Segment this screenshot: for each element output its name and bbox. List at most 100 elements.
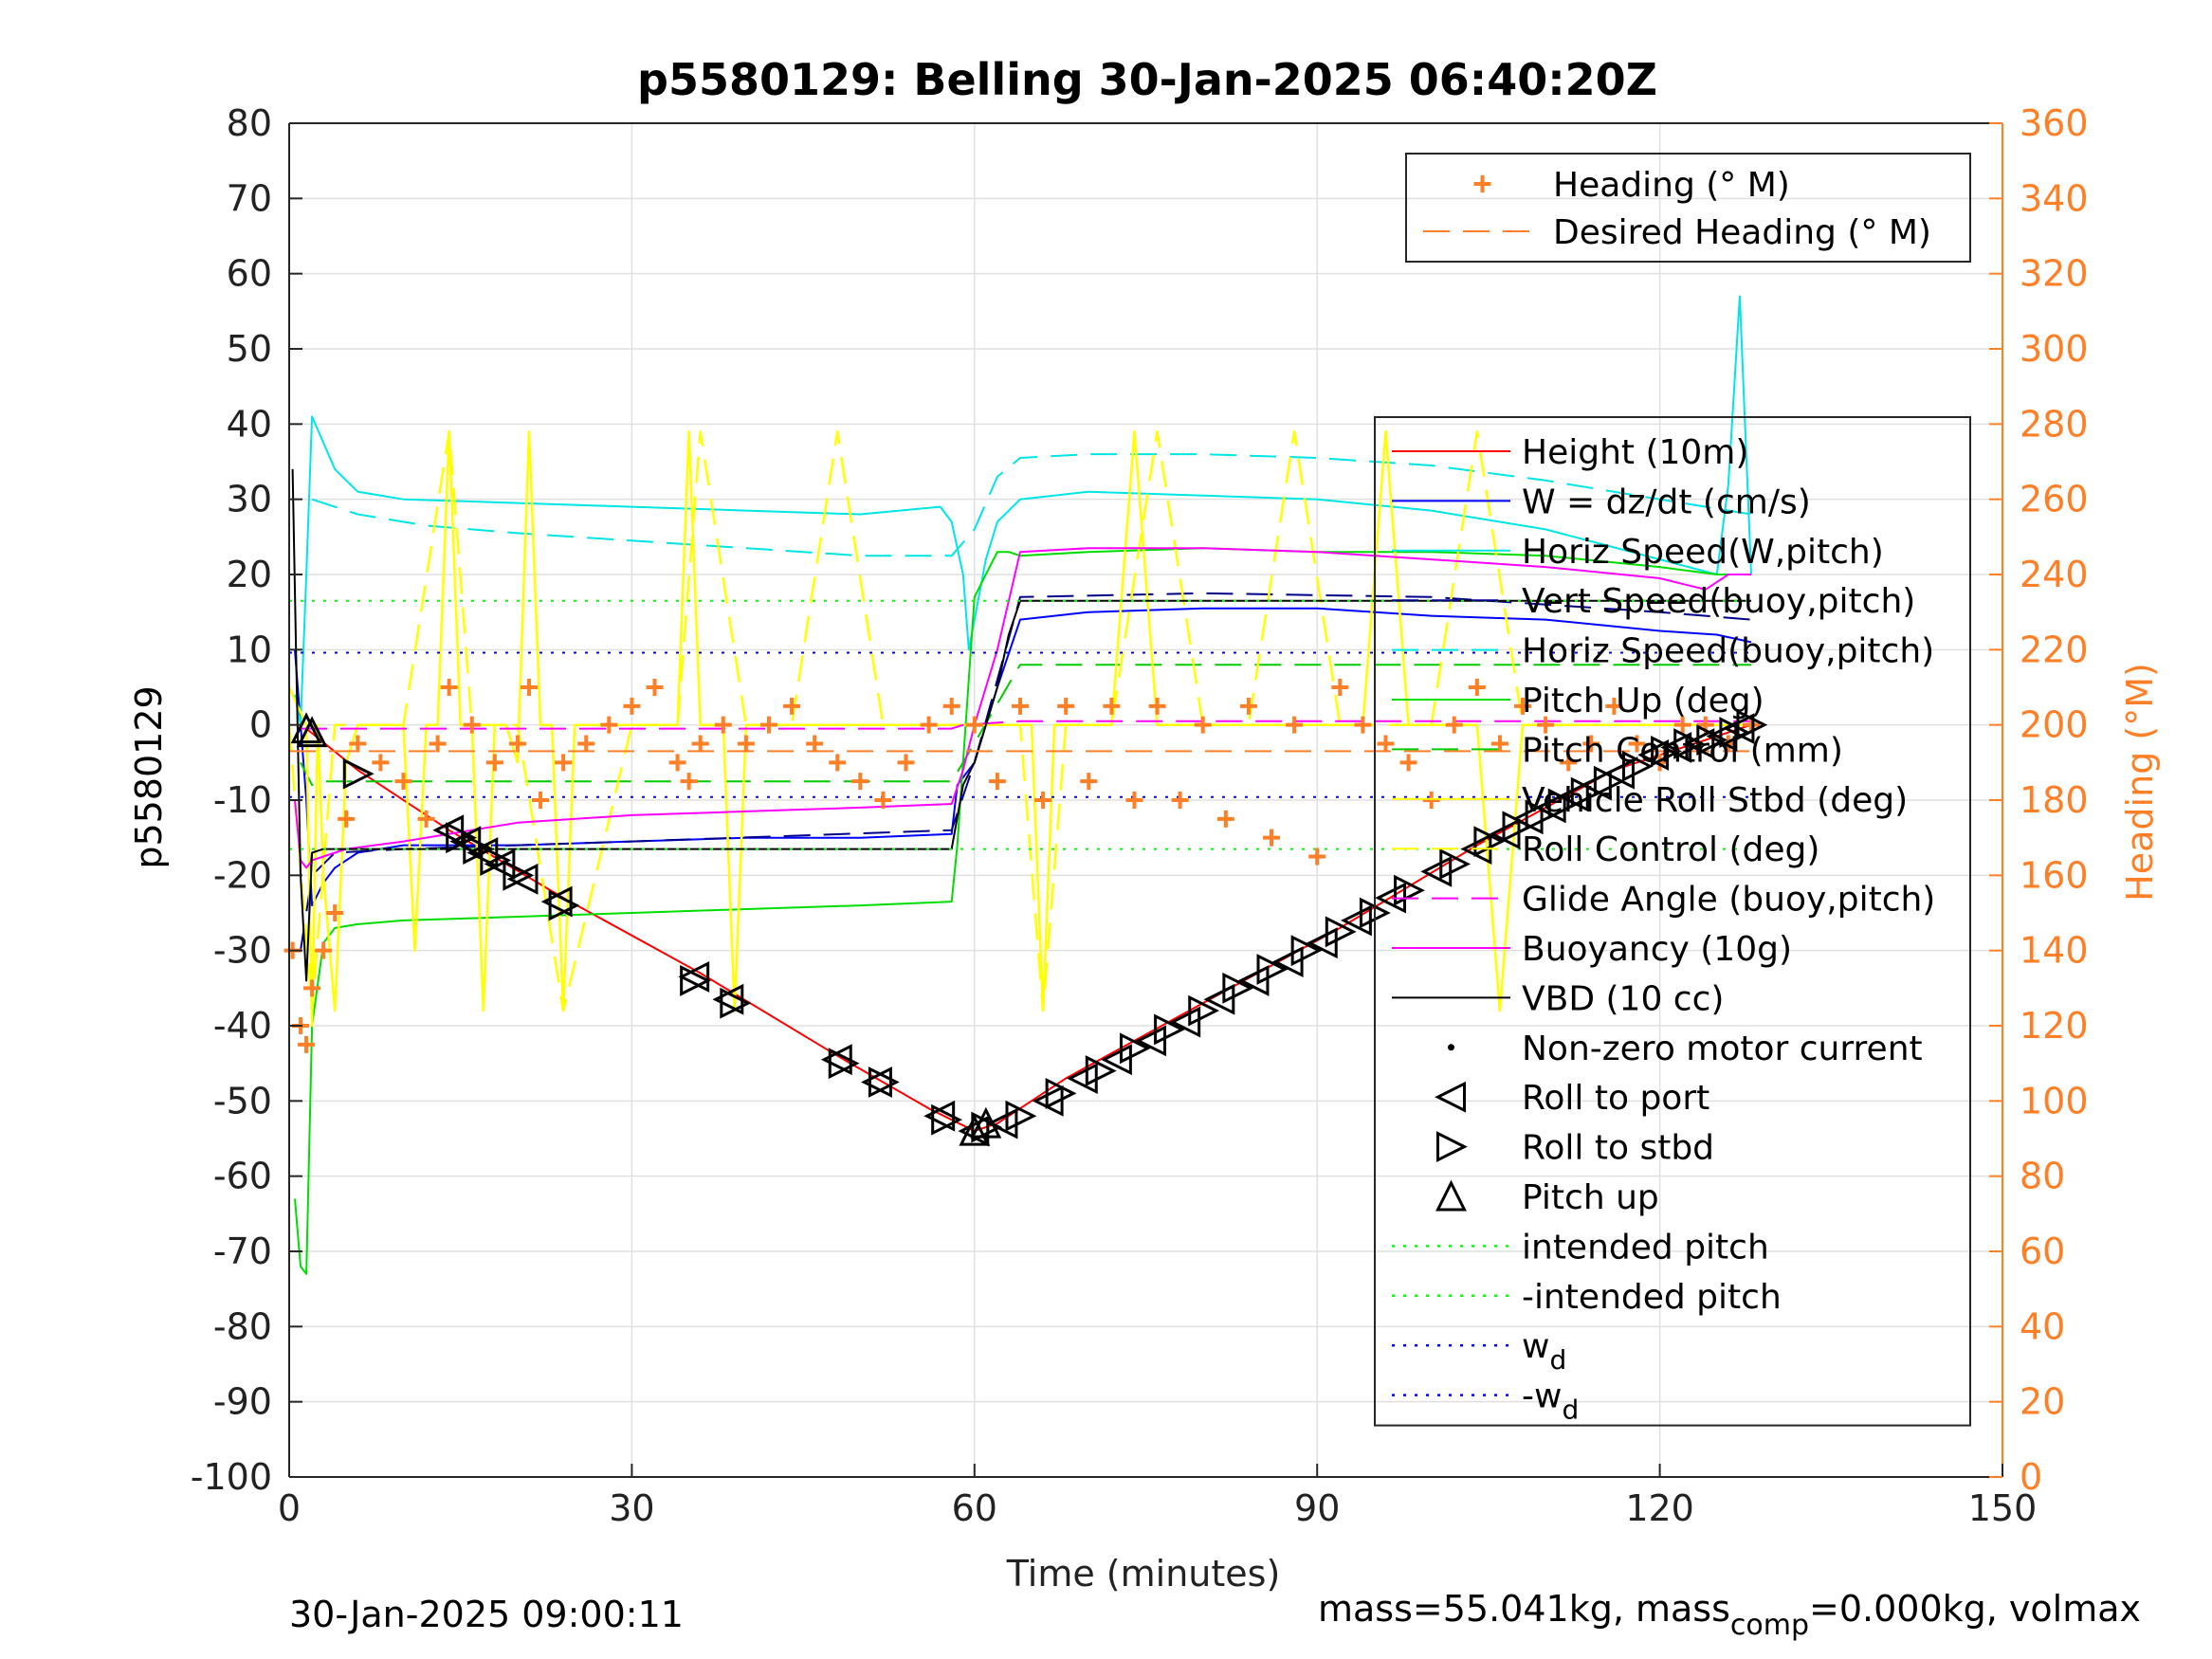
heading-point [303, 979, 321, 997]
heading-point [1377, 735, 1395, 753]
heading-point [326, 904, 344, 921]
heading-point [463, 716, 481, 734]
y2-tick-label: 140 [2020, 930, 2089, 972]
heading-point [851, 773, 869, 791]
roll-to-stbd-marker [1622, 750, 1654, 782]
roll-to-stbd-marker [1005, 1100, 1037, 1132]
heading-point [1080, 773, 1098, 791]
roll-to-port-marker [1489, 818, 1521, 850]
heading-point [1171, 792, 1189, 809]
roll-to-stbd-marker [503, 859, 535, 891]
heading-point [1582, 735, 1600, 753]
y-tick-label: -70 [213, 1231, 272, 1272]
roll-to-stbd-marker [342, 757, 375, 790]
heading-point [1148, 697, 1166, 715]
roll-to-port-marker [861, 1066, 892, 1098]
roll-to-stbd-marker [1570, 776, 1602, 809]
roll-to-stbd-marker [680, 964, 712, 996]
heading-point [372, 754, 390, 772]
legend-label: Height (10m) [1522, 433, 1748, 472]
heading-point [1286, 716, 1304, 734]
heading-point [1034, 792, 1052, 809]
roll-to-stbd-marker [463, 833, 495, 865]
legend-label: Horiz Speed(W,pitch) [1522, 533, 1884, 572]
roll-to-stbd-marker [1651, 736, 1682, 767]
heading-point [759, 716, 777, 734]
roll-to-stbd-marker [1222, 972, 1254, 1004]
series-line [294, 607, 1752, 907]
heading-point [920, 716, 938, 734]
roll-to-port-marker [1660, 732, 1692, 763]
series-line [294, 547, 1751, 1275]
legend-label: Roll to port [1522, 1079, 1709, 1118]
y-tick-label: 60 [227, 253, 272, 295]
heading-point [315, 941, 333, 959]
y-tick-label: -30 [213, 930, 272, 972]
x-axis-label: Time (minutes) [1006, 1553, 1281, 1595]
roll-to-port-marker [1169, 1006, 1201, 1038]
roll-to-stbd-marker [1188, 994, 1220, 1027]
x-tick-label: 90 [1294, 1487, 1340, 1529]
footer-mass: mass=55.041kg, masscomp=0.000kg, volmax [1318, 1588, 2141, 1642]
roll-to-port-marker [1237, 964, 1270, 996]
legend-label: Vehicle Roll Stbd (deg) [1522, 781, 1908, 820]
legend-label: Glide Angle (buoy,pitch) [1522, 881, 1935, 920]
legend-label: Pitch Control (mm) [1522, 731, 1843, 770]
roll-to-port-marker [1032, 1085, 1064, 1117]
heading-point [1216, 810, 1234, 828]
y-tick-label: 40 [227, 403, 272, 445]
heading-point [965, 716, 983, 734]
roll-to-stbd-marker [1045, 1077, 1077, 1109]
roll-to-port-marker [1706, 720, 1738, 752]
y-tick-label: -80 [213, 1305, 272, 1347]
roll-to-stbd-marker [1719, 717, 1751, 749]
legend-swatch [1435, 1081, 1466, 1113]
heading-point [485, 754, 503, 772]
y2-tick-label: 280 [2020, 403, 2089, 445]
legend-label: Vert Speed(buoy,pitch) [1522, 582, 1915, 621]
roll-to-stbd-marker [1673, 728, 1706, 759]
heading-point [829, 754, 847, 772]
roll-to-stbd-marker [1256, 954, 1289, 985]
y2-tick-label: 20 [2020, 1381, 2065, 1423]
pitch-up-marker [296, 716, 328, 748]
roll-to-stbd-marker [1593, 765, 1625, 797]
heading-point [1537, 716, 1555, 734]
roll-to-port-marker [432, 814, 465, 847]
y-tick-label: 80 [227, 102, 272, 144]
roll-to-port-marker [1637, 738, 1670, 771]
heading-point [1308, 848, 1326, 866]
roll-to-stbd-marker [971, 1111, 1003, 1143]
legend-label: intended pitch [1522, 1228, 1769, 1267]
roll-to-stbd-marker [480, 845, 512, 876]
legend-label: Pitch Up (deg) [1522, 682, 1764, 720]
legend-swatch [1435, 1179, 1467, 1212]
heading-point [623, 697, 641, 715]
heading-point [1673, 716, 1691, 734]
legend-heading: Heading (° M) Desired Heading (° M) [1405, 153, 1971, 263]
y-tick-label: 0 [249, 704, 272, 746]
y2-tick-label: 340 [2020, 177, 2089, 219]
roll-to-stbd-marker [1154, 1013, 1185, 1046]
heading-point [1125, 792, 1143, 809]
roll-to-port-marker [1101, 1044, 1132, 1076]
heading-point [988, 773, 1006, 791]
y-tick-label: -20 [213, 854, 272, 896]
chart-title: p5580129: Belling 30-Jan-2025 06:40:20Z [637, 54, 1657, 105]
y2-tick-label: 40 [2020, 1305, 2065, 1347]
roll-to-stbd-marker [1085, 1055, 1117, 1087]
heading-point [1239, 697, 1257, 715]
roll-to-stbd-marker [446, 822, 478, 854]
y2-axis-label: Heading (°M) [2119, 663, 2161, 902]
heading-point [1468, 679, 1486, 696]
series-line [287, 430, 1751, 1028]
heading-point [783, 697, 801, 715]
y2-tick-label: 0 [2020, 1456, 2042, 1498]
heading-point [577, 735, 595, 753]
legend-label: Non-zero motor current [1522, 1030, 1923, 1068]
x-tick-label: 120 [1625, 1487, 1694, 1529]
heading-point [349, 735, 367, 753]
heading-point [508, 735, 526, 753]
heading-point [1354, 716, 1372, 734]
